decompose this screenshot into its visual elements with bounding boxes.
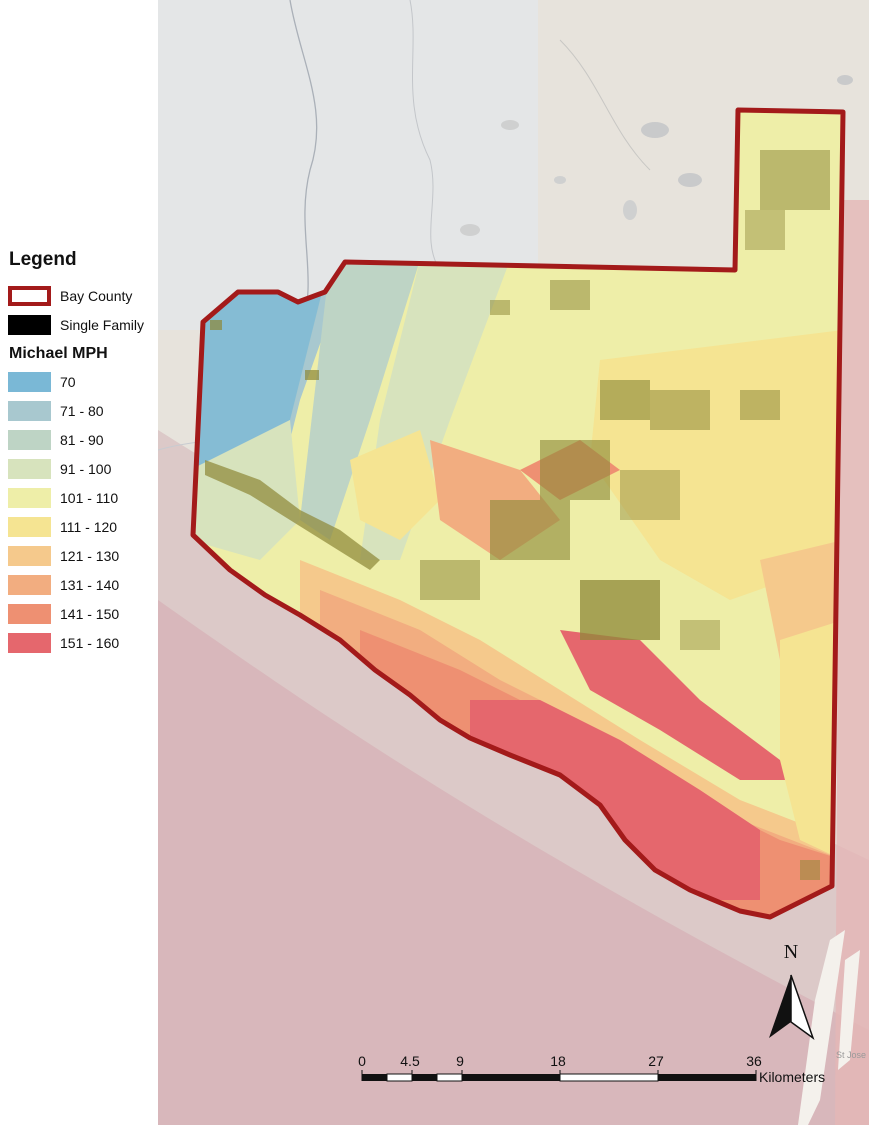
ramp-item-81-90: 81 - 90 <box>8 430 158 450</box>
scale-tick-18: 18 <box>550 1053 566 1069</box>
map-legend: Legend Bay County Single Family Michael … <box>0 0 158 1125</box>
ramp-label: 91 - 100 <box>60 461 112 477</box>
scale-bar: 0 4.5 9 18 27 36 Kilometers <box>358 1053 825 1085</box>
scale-tick-27: 27 <box>648 1053 664 1069</box>
scale-tick-36: 36 <box>746 1053 762 1069</box>
ramp-swatch <box>8 517 51 537</box>
ramp-swatch <box>8 372 51 392</box>
ramp-label: 81 - 90 <box>60 432 104 448</box>
north-arrow-label: N <box>784 941 798 963</box>
scale-tick-0: 0 <box>358 1053 366 1069</box>
ramp-label: 71 - 80 <box>60 403 104 419</box>
single-family-swatch <box>8 315 51 335</box>
ramp-item-141-150: 141 - 150 <box>8 604 158 624</box>
ramp-label: 151 - 160 <box>60 635 120 651</box>
ramp-swatch <box>8 575 51 595</box>
ramp-item-131-140: 131 - 140 <box>8 575 158 595</box>
ramp-swatch <box>8 401 51 421</box>
legend-item-bay-county: Bay County <box>8 286 158 306</box>
ramp-item-121-130: 121 - 130 <box>8 546 158 566</box>
ramp-swatch <box>8 604 51 624</box>
ramp-item-151-160: 151 - 160 <box>8 633 158 653</box>
mph-ramp-title: Michael MPH <box>9 345 108 362</box>
ramp-swatch <box>8 488 51 508</box>
scale-tick-4-5: 4.5 <box>400 1053 420 1069</box>
bay-county-boundary <box>190 107 846 920</box>
county-outline-swatch <box>8 286 51 306</box>
ramp-label: 141 - 150 <box>60 606 120 622</box>
ramp-label: 70 <box>60 374 76 390</box>
map-canvas[interactable]: N 0 4.5 9 18 27 36 Kilometers St Jose <box>158 0 869 1125</box>
legend-title: Legend <box>9 249 77 270</box>
scale-units: Kilometers <box>759 1069 825 1085</box>
ramp-item-101-110: 101 - 110 <box>8 488 158 508</box>
single-family-areas <box>205 150 830 880</box>
ramp-label: 131 - 140 <box>60 577 120 593</box>
ramp-item-111-120: 111 - 120 <box>8 517 158 537</box>
place-label: St Jose <box>836 1050 866 1060</box>
ramp-label: 111 - 120 <box>60 519 118 535</box>
ramp-swatch <box>8 546 51 566</box>
ramp-item-71-80: 71 - 80 <box>8 401 158 421</box>
ramp-swatch <box>8 459 51 479</box>
ramp-swatch <box>8 430 51 450</box>
legend-item-label: Single Family <box>60 317 145 333</box>
ramp-item-70: 70 <box>8 372 158 392</box>
legend-item-label: Bay County <box>60 288 133 304</box>
north-arrow: N <box>769 941 815 1041</box>
scale-tick-9: 9 <box>456 1053 464 1069</box>
ramp-label: 121 - 130 <box>60 548 120 564</box>
legend-item-single-family: Single Family <box>8 315 158 335</box>
ramp-swatch <box>8 633 51 653</box>
ramp-item-91-100: 91 - 100 <box>8 459 158 479</box>
ramp-label: 101 - 110 <box>60 490 119 506</box>
